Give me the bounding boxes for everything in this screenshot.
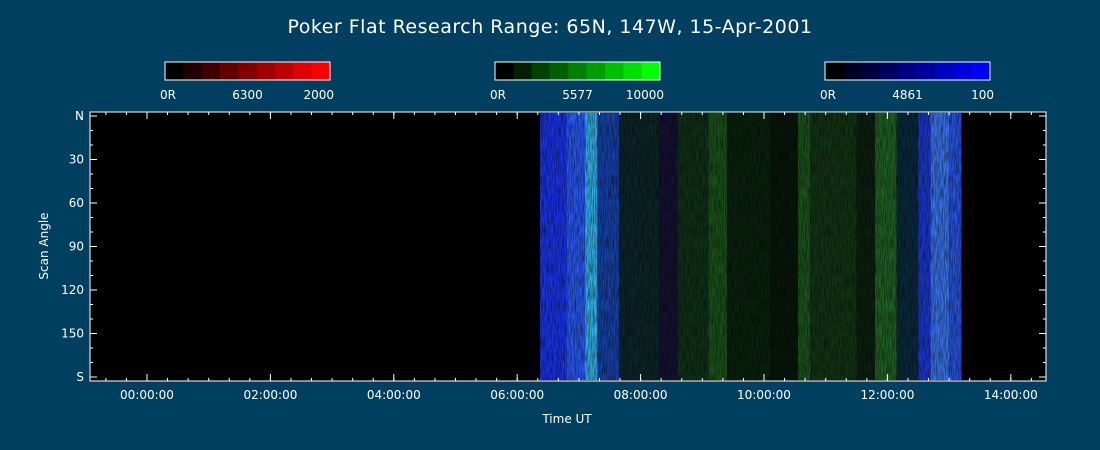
- colorbar-swatch: [953, 62, 973, 80]
- colorbar-swatch: [311, 62, 331, 80]
- colorbar-swatch: [238, 62, 258, 80]
- colorbar-4861: 0R 4861 100: [820, 61, 994, 102]
- colorbar-6300: 0R 6300 2000: [160, 61, 334, 102]
- colorbar-name-label: 6300: [232, 88, 263, 102]
- y-axis-label: Scan Angle: [37, 212, 51, 279]
- colorbar-swatch: [825, 62, 844, 80]
- chart-title: Poker Flat Research Range: 65N, 147W, 15…: [287, 16, 813, 38]
- colorbar-swatch: [256, 62, 276, 80]
- colorbar-swatch: [550, 62, 569, 80]
- colorbar-max-label: 10000: [626, 88, 664, 102]
- y-tick-label: 150: [61, 327, 84, 341]
- x-tick-label: 04:00:00: [367, 388, 421, 402]
- colorbar-swatch: [495, 62, 514, 80]
- colorbar-swatch: [898, 62, 918, 80]
- colorbar-name-label: 4861: [892, 88, 923, 102]
- colorbar-swatch: [971, 62, 991, 80]
- colorbar-swatch: [531, 62, 551, 80]
- colorbar-min-label: 0R: [160, 88, 176, 102]
- colorbar-swatch: [935, 62, 954, 80]
- colorbar-group: 0R 6300 2000 0R 5577 10000 0R 4861 100: [160, 61, 994, 102]
- colorbar-frame: [824, 61, 991, 81]
- x-axis-label: Time UT: [541, 412, 592, 426]
- colorbar-5577: 0R 5577 10000: [490, 61, 664, 102]
- y-tick-label: 30: [69, 153, 84, 167]
- y-tick-label: 60: [69, 196, 84, 210]
- texture-overlay: [540, 113, 962, 380]
- colorbar-swatch: [880, 62, 899, 80]
- x-tick-label: 14:00:00: [984, 388, 1038, 402]
- colorbar-swatch: [916, 62, 936, 80]
- y-tick-label: S: [76, 370, 84, 384]
- x-tick-label: 12:00:00: [860, 388, 914, 402]
- colorbar-name-label: 5577: [562, 88, 593, 102]
- x-tick-label: 00:00:00: [120, 388, 174, 402]
- colorbar-swatch: [183, 62, 203, 80]
- colorbar-frame: [164, 61, 331, 81]
- y-tick-label: 120: [61, 283, 84, 297]
- y-tick-label: N: [75, 109, 84, 123]
- colorbar-swatch: [843, 62, 863, 80]
- colorbar-swatch: [165, 62, 184, 80]
- colorbar-min-label: 0R: [820, 88, 836, 102]
- colorbar-swatch: [275, 62, 294, 80]
- colorbar-swatch: [513, 62, 533, 80]
- colorbar-swatch: [861, 62, 881, 80]
- y-tick-label: 90: [69, 240, 84, 254]
- x-tick-label: 10:00:00: [737, 388, 791, 402]
- x-tick-label: 02:00:00: [243, 388, 297, 402]
- colorbar-swatch: [201, 62, 221, 80]
- colorbar-swatch: [220, 62, 239, 80]
- x-axis: 00:00:00 02:00:00 04:00:00 06:00:00 08:00:00…: [105, 112, 1038, 402]
- x-tick-label: 06:00:00: [490, 388, 544, 402]
- colorbar-swatch: [641, 62, 661, 80]
- y-axis: N 30 60 90 120 150 S: [61, 109, 1046, 384]
- colorbar-max-label: 2000: [303, 88, 334, 102]
- colorbar-min-label: 0R: [490, 88, 506, 102]
- colorbar-swatch: [623, 62, 643, 80]
- colorbar-frame: [494, 61, 661, 81]
- colorbar-swatch: [293, 62, 313, 80]
- colorbar-swatch: [605, 62, 624, 80]
- colorbar-swatch: [568, 62, 588, 80]
- colorbar-max-label: 100: [971, 88, 994, 102]
- x-tick-label: 08:00:00: [614, 388, 668, 402]
- colorbar-swatch: [586, 62, 606, 80]
